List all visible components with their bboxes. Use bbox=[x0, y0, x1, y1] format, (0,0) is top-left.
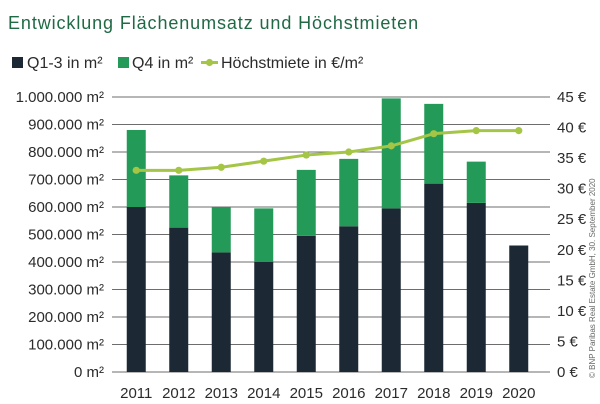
y2-tick-label: 15 € bbox=[557, 272, 587, 289]
y2-tick-label: 10 € bbox=[557, 303, 587, 320]
x-tick-label-2019: 2019 bbox=[460, 385, 493, 402]
rent-marker-2017 bbox=[387, 142, 395, 150]
bar-q4-2016 bbox=[339, 158, 359, 227]
bar-q4-2019 bbox=[466, 161, 486, 203]
y-tick-label: 900.000 m² bbox=[28, 117, 104, 134]
bar-q1-3-2014 bbox=[254, 262, 274, 372]
bar-q1-3-2020 bbox=[509, 245, 529, 372]
bar-q1-3-2013 bbox=[211, 252, 231, 372]
x-tick-label-2011: 2011 bbox=[120, 385, 152, 402]
y2-tick-label: 45 € bbox=[557, 89, 587, 106]
y-tick-label: 1.000.000 m² bbox=[16, 89, 104, 106]
x-axis: 2011 2012 2013 2014 2015 2016 2017 2018 2019 2020 bbox=[120, 385, 535, 402]
y-tick-label: 300.000 m² bbox=[28, 282, 104, 299]
bar-q4-2013 bbox=[211, 207, 231, 253]
chart-title: Entwicklung Flächenumsatz und Höchstmiet… bbox=[8, 13, 419, 33]
bar-q4-2015 bbox=[296, 169, 316, 236]
y2-tick-label: 25 € bbox=[557, 211, 587, 228]
y2-tick-label: 30 € bbox=[557, 181, 587, 198]
y-tick-label: 400.000 m² bbox=[28, 254, 104, 271]
rent-marker-2019 bbox=[472, 127, 480, 135]
x-tick-label-2016: 2016 bbox=[332, 385, 365, 402]
rent-line-path bbox=[134, 129, 521, 172]
y-tick-label: 600.000 m² bbox=[28, 199, 104, 216]
y2-tick-label: 5 € bbox=[557, 333, 579, 350]
bar-q1-3-2018 bbox=[424, 183, 444, 372]
rent-marker-2014 bbox=[260, 157, 268, 165]
bar-q1-3-2012 bbox=[169, 227, 189, 372]
bar-q4-2012 bbox=[169, 175, 189, 228]
left-axis: 0 m² 100.000 m² 200.000 m² 300.000 m² 400.00… bbox=[16, 89, 104, 381]
y-tick-label: 500.000 m² bbox=[28, 227, 104, 244]
x-tick-label-2017: 2017 bbox=[375, 385, 408, 402]
rent-marker-2013 bbox=[217, 163, 225, 171]
legend-label-q1-3: Q1-3 in m² bbox=[27, 55, 103, 72]
legend-swatch-q1-3 bbox=[12, 57, 23, 68]
rent-marker-2016 bbox=[345, 148, 353, 156]
rent-marker-2020 bbox=[515, 127, 523, 135]
rent-line bbox=[132, 127, 523, 174]
y-tick-label: 200.000 m² bbox=[28, 309, 104, 326]
rent-marker-2018 bbox=[430, 130, 438, 138]
y-tick-label: 800.000 m² bbox=[28, 144, 104, 161]
bar-q4-2014 bbox=[254, 208, 274, 262]
bar-q1-3-2016 bbox=[339, 226, 359, 372]
bar-q1-3-2015 bbox=[296, 235, 316, 372]
legend: Q1-3 in m² Q4 in m² Höchstmiete in €/m² bbox=[12, 55, 364, 72]
copyright-note: © BNP Paribas Real Estate GmbH, 30. Sept… bbox=[588, 178, 597, 378]
y-tick-label: 700.000 m² bbox=[28, 172, 104, 189]
legend-marker-hoechstmiete bbox=[205, 58, 214, 67]
y2-tick-label: 35 € bbox=[557, 150, 587, 167]
bar-q1-3-2011 bbox=[126, 207, 146, 372]
bar-q1-3-2017 bbox=[381, 208, 401, 372]
y2-tick-label: 0 € bbox=[557, 364, 579, 381]
legend-swatch-q4 bbox=[118, 57, 129, 68]
x-tick-label-2012: 2012 bbox=[162, 385, 195, 402]
rent-marker-2012 bbox=[175, 166, 183, 174]
x-tick-label-2014: 2014 bbox=[247, 385, 280, 402]
right-axis: 0 € 5 € 10 € 15 € 20 € 25 € 30 € 35 € 40 € 45 € bbox=[557, 89, 587, 381]
x-tick-label-2015: 2015 bbox=[290, 385, 323, 402]
bars bbox=[126, 98, 529, 372]
legend-label-q4: Q4 in m² bbox=[132, 55, 194, 72]
x-tick-label-2013: 2013 bbox=[205, 385, 238, 402]
bar-q4-2017 bbox=[381, 98, 401, 209]
rent-marker-2011 bbox=[132, 166, 140, 174]
y-tick-label: 100.000 m² bbox=[28, 337, 104, 354]
legend-label-hoechstmiete: Höchstmiete in €/m² bbox=[221, 55, 364, 72]
bar-q1-3-2019 bbox=[466, 202, 486, 372]
y-tick-label: 0 m² bbox=[74, 364, 104, 381]
x-tick-label-2020: 2020 bbox=[502, 385, 535, 402]
y2-tick-label: 20 € bbox=[557, 242, 587, 259]
x-tick-label-2018: 2018 bbox=[417, 385, 450, 402]
rent-marker-2015 bbox=[302, 151, 310, 159]
y2-tick-label: 40 € bbox=[557, 120, 587, 137]
bar-q4-2018 bbox=[424, 103, 444, 184]
